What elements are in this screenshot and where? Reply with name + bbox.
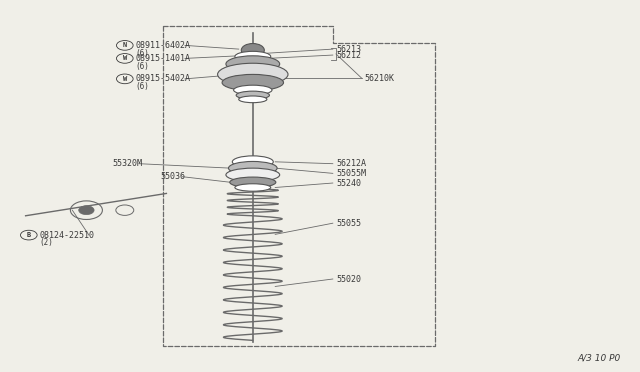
Text: N: N [123, 42, 127, 48]
Text: 08915-5402A: 08915-5402A [136, 74, 191, 83]
Text: A/3 10 P0: A/3 10 P0 [577, 354, 621, 363]
Ellipse shape [236, 91, 269, 99]
Ellipse shape [232, 156, 273, 168]
Text: (2): (2) [40, 238, 54, 247]
Ellipse shape [234, 85, 272, 95]
Ellipse shape [228, 161, 277, 175]
Text: 08911-6402A: 08911-6402A [136, 41, 191, 50]
Text: 56212: 56212 [336, 51, 361, 60]
Text: 55055M: 55055M [336, 169, 366, 178]
Ellipse shape [222, 74, 284, 91]
Circle shape [79, 206, 94, 215]
Text: 08124-22510: 08124-22510 [40, 231, 95, 240]
Text: B: B [27, 232, 31, 238]
Ellipse shape [226, 168, 280, 182]
Text: 55036: 55036 [160, 172, 185, 181]
Ellipse shape [239, 96, 267, 103]
Text: (6): (6) [136, 62, 150, 71]
Ellipse shape [226, 56, 280, 72]
Text: 55240: 55240 [336, 179, 361, 187]
Text: 55020: 55020 [336, 275, 361, 283]
Ellipse shape [218, 63, 288, 86]
Text: (6): (6) [136, 82, 150, 91]
Text: W: W [123, 76, 127, 82]
Ellipse shape [235, 51, 271, 62]
Ellipse shape [241, 44, 264, 57]
Text: 55320M: 55320M [112, 159, 142, 168]
Text: 56210K: 56210K [365, 74, 395, 83]
Text: (6): (6) [136, 49, 150, 58]
Text: 08915-1401A: 08915-1401A [136, 54, 191, 63]
Ellipse shape [235, 184, 271, 191]
Text: 56212A: 56212A [336, 159, 366, 168]
Ellipse shape [230, 177, 276, 187]
Text: W: W [123, 55, 127, 61]
Text: 55055: 55055 [336, 219, 361, 228]
Text: 56213: 56213 [336, 45, 361, 54]
